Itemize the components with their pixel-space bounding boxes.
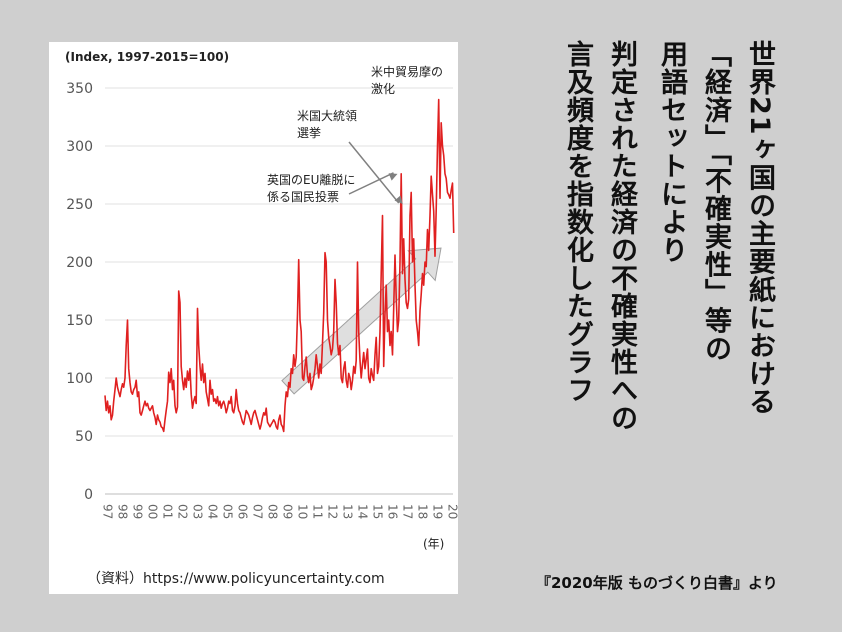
x-tick-label-14: 14 — [356, 504, 370, 519]
x-tick-label-17: 17 — [401, 504, 415, 519]
x-tick-label-03: 03 — [191, 504, 205, 519]
x-unit-label: (年) — [423, 537, 444, 551]
y-tick-label-350: 350 — [66, 81, 93, 97]
x-tick-label-08: 08 — [266, 504, 280, 519]
annotation-1-arrowhead — [388, 173, 398, 181]
x-tick-label-00: 00 — [146, 504, 160, 519]
y-unit-label: (Index, 1997-2015=100) — [65, 50, 230, 64]
x-tick-label-97: 97 — [101, 504, 115, 519]
annotation-2-arrowhead — [394, 195, 403, 204]
x-tick-label-98: 98 — [116, 504, 130, 519]
headline-line-1: 世界21ヶ国の主要紙における — [744, 40, 775, 416]
annotation-2-line-1: 米国大統領 — [297, 108, 357, 123]
source-note: （資料）https://www.policyuncertainty.com — [87, 571, 385, 587]
annotation-1-pointer — [348, 172, 394, 195]
annotation-2-pointer — [348, 141, 400, 204]
x-tick-label-12: 12 — [326, 504, 340, 519]
y-tick-label-200: 200 — [66, 255, 93, 271]
x-tick-label-11: 11 — [311, 504, 325, 519]
y-tick-label-150: 150 — [66, 313, 93, 329]
series-line — [104, 98, 455, 433]
x-tick-label-19: 19 — [431, 504, 445, 519]
chart-panel: (Index, 1997-2015=100) 0 50 100 150 200 250 30… — [49, 42, 458, 594]
x-tick-label-01: 01 — [161, 504, 175, 519]
annotation-1-line-1: 英国のEU離脱に — [267, 172, 355, 187]
x-tick-label-07: 07 — [251, 504, 265, 519]
headline-line-4: 判定された経済の不確実性への — [606, 40, 637, 432]
x-tick-label-15: 15 — [371, 504, 385, 519]
x-tick-label-18: 18 — [416, 504, 430, 519]
x-tick-label-20: 20 — [446, 504, 459, 519]
x-tick-label-09: 09 — [281, 504, 295, 519]
y-tick-label-50: 50 — [75, 429, 93, 445]
grid-layer — [105, 87, 453, 495]
x-tick-label-16: 16 — [386, 504, 400, 519]
headline-line-3: 用語セットにより — [656, 40, 687, 264]
series-layer — [104, 98, 455, 433]
annotation-3-line-1: 米中貿易摩の — [371, 64, 443, 79]
x-tick-label-02: 02 — [176, 504, 190, 519]
y-tick-label-250: 250 — [66, 197, 93, 213]
annotation-1-line-2: 係る国民投票 — [267, 189, 339, 204]
credit-text: 『2020年版 ものづくり白書』より — [536, 574, 778, 592]
x-tick-label-13: 13 — [341, 504, 355, 519]
x-tick-label-06: 06 — [236, 504, 250, 519]
y-tick-label-100: 100 — [66, 371, 93, 387]
annotation-3-line-2: 激化 — [371, 82, 395, 96]
y-tick-label-300: 300 — [66, 139, 93, 155]
y-tick-label-0: 0 — [84, 487, 93, 503]
x-tick-label-04: 04 — [206, 504, 220, 519]
x-tick-label-99: 99 — [131, 504, 145, 519]
x-tick-label-10: 10 — [296, 504, 310, 519]
headline-line-2: 「経済」「不確実性」等の — [700, 40, 731, 363]
annotation-2-line-2: 選挙 — [297, 126, 321, 140]
x-tick-label-05: 05 — [221, 504, 235, 519]
headline-line-5: 言及頻度を指数化したグラフ — [562, 40, 593, 404]
